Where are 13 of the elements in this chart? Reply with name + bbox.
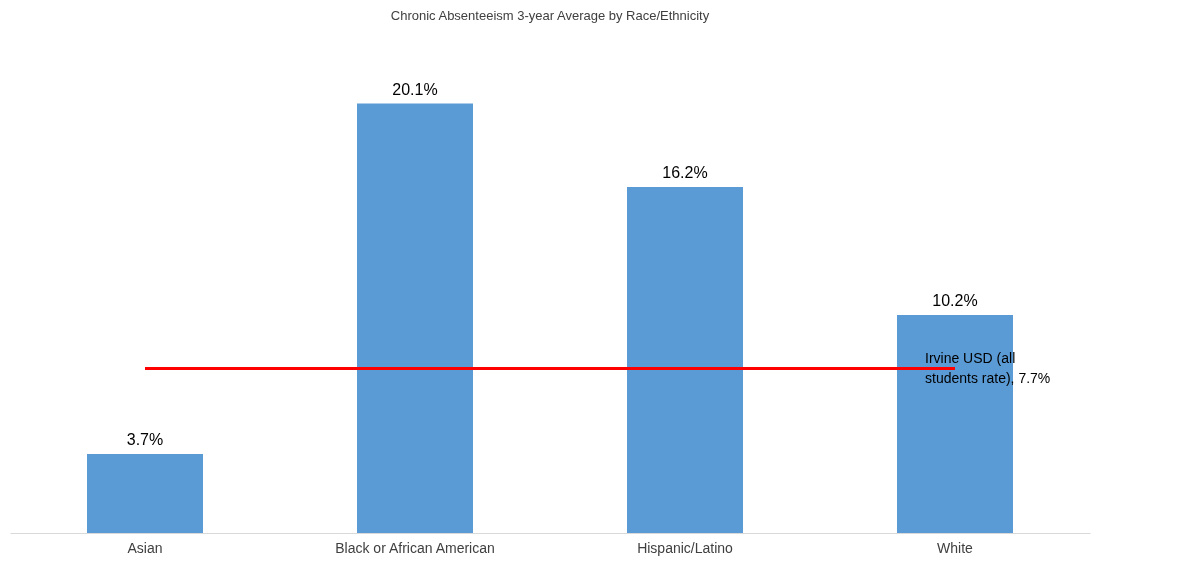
chart-title: Chronic Absenteeism 3-year Average by Race/Ethnicity (390, 8, 710, 23)
x-tick-label: Black or African American (335, 539, 495, 556)
data-label: 20.1% (392, 80, 438, 98)
bar (897, 315, 1013, 533)
bar (87, 453, 203, 533)
x-tick-label: Asian (127, 539, 163, 556)
data-label: 16.2% (662, 163, 708, 181)
bar (357, 103, 473, 533)
x-tick-label: White (937, 539, 974, 556)
bar (627, 186, 743, 533)
data-label: 10.2% (932, 292, 978, 310)
data-label: 3.7% (126, 430, 164, 448)
x-tick-label: Hispanic/Latino (637, 539, 734, 556)
